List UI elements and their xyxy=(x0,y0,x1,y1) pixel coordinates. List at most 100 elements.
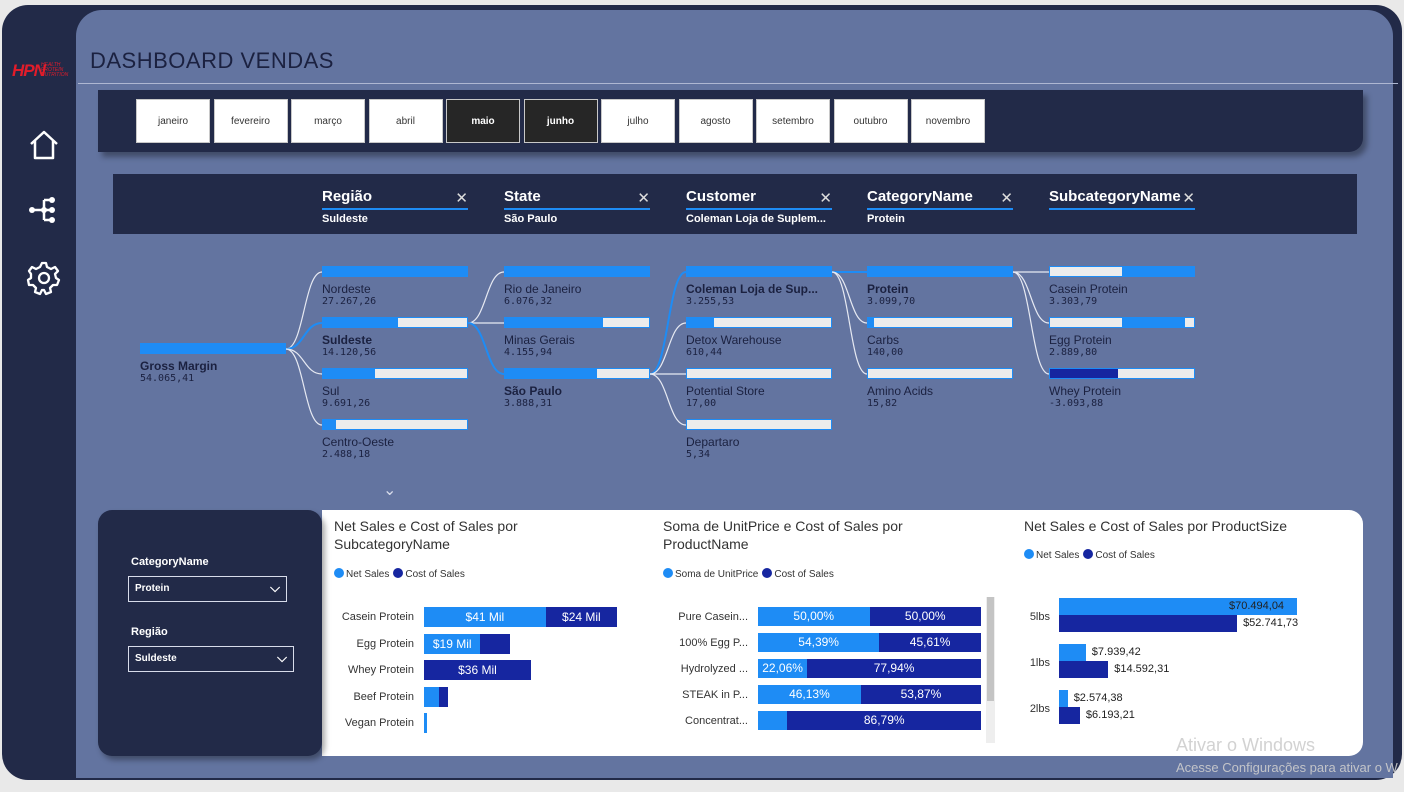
bar-unit-price[interactable] xyxy=(758,659,808,678)
close-icon[interactable]: ✕ xyxy=(819,189,832,207)
scrollbar[interactable] xyxy=(986,597,995,743)
tree-node[interactable]: Minas Gerais 4.155,94 xyxy=(504,317,650,358)
tree-node-bar xyxy=(867,368,1013,379)
legend-dot-cost xyxy=(1083,549,1094,559)
bar-cost-of-sales[interactable] xyxy=(869,607,981,626)
bar-net-sales[interactable] xyxy=(1059,644,1086,661)
bar-cost-of-sales[interactable] xyxy=(424,660,531,680)
tree-node-label: Centro-Oeste xyxy=(322,435,395,449)
tree-node-label: Carbs xyxy=(867,333,900,347)
tree-node-bar xyxy=(322,368,468,379)
gear-icon[interactable] xyxy=(26,260,62,296)
tree-node[interactable]: Detox Warehouse 610,44 xyxy=(686,317,832,358)
tree-level-CategoryName[interactable]: CategoryName ✕ Protein xyxy=(867,188,1013,225)
tree-node[interactable]: Gross Margin 54.065,41 xyxy=(140,343,286,384)
windows-activation-title: Ativar o Windows xyxy=(1176,735,1316,755)
tree-node-fill xyxy=(323,369,375,378)
tree-node[interactable]: Coleman Loja de Sup... 3.255,53 xyxy=(686,266,832,307)
tree-node-bar xyxy=(686,317,832,328)
tree-node-fill xyxy=(687,318,715,327)
filter-dropdown-Região[interactable]: Suldeste ⌵ xyxy=(128,646,294,672)
tree-level-State[interactable]: State ✕ São Paulo xyxy=(504,188,650,225)
tree-level-Região[interactable]: Região ✕ Suldeste xyxy=(322,188,468,225)
bar-unit-price[interactable] xyxy=(758,633,880,652)
close-icon[interactable]: ✕ xyxy=(637,189,650,207)
tree-node-fill xyxy=(505,267,649,276)
tree-node-value: 4.155,94 xyxy=(504,347,553,358)
tree-node[interactable]: Whey Protein -3.093,88 xyxy=(1049,368,1195,409)
tree-node[interactable]: Sul 9.691,26 xyxy=(322,368,468,409)
tree-node-label: Detox Warehouse xyxy=(686,333,782,347)
close-icon[interactable]: ✕ xyxy=(455,189,468,207)
bar-cost-of-sales[interactable] xyxy=(1059,615,1238,632)
bar-net-sales[interactable] xyxy=(424,633,481,654)
decomposition-tree-icon[interactable] xyxy=(26,192,62,228)
tree-node[interactable]: Suldeste 14.120,56 xyxy=(322,317,468,358)
tree-level-underline xyxy=(504,208,650,210)
bar-net-sales[interactable] xyxy=(424,607,546,627)
close-icon[interactable]: ✕ xyxy=(1182,189,1195,207)
tree-node[interactable]: Protein 3.099,70 xyxy=(867,266,1013,307)
bar-cost-of-sales[interactable] xyxy=(879,633,981,652)
month-button-janeiro[interactable]: janeiro xyxy=(136,99,210,143)
month-button-março[interactable]: março xyxy=(291,99,365,143)
bar-unit-price[interactable] xyxy=(758,607,870,626)
bar-cost-of-sales[interactable] xyxy=(807,659,981,678)
tree-node[interactable]: São Paulo 3.888,31 xyxy=(504,368,650,409)
chart-category-label: 5lbs xyxy=(1029,611,1050,623)
chart-category-label: Pure Casein... xyxy=(678,611,748,623)
bar-cost-of-sales[interactable] xyxy=(480,633,511,654)
bar-net-sales[interactable] xyxy=(424,686,439,707)
home-icon[interactable] xyxy=(26,127,62,163)
tree-node-bar xyxy=(686,419,832,430)
bar-cost-of-sales[interactable] xyxy=(1059,707,1080,724)
bar-net-sales[interactable] xyxy=(1059,690,1068,707)
tree-node[interactable]: Casein Protein 3.303,79 xyxy=(1049,266,1195,307)
tree-node-value: 3.303,79 xyxy=(1049,296,1098,307)
month-button-fevereiro[interactable]: fevereiro xyxy=(213,99,288,143)
tree-node-value: 3.255,53 xyxy=(686,296,735,307)
tree-node[interactable]: Carbs 140,00 xyxy=(867,317,1013,358)
month-button-setembro[interactable]: setembro xyxy=(756,99,830,143)
tree-level-underline xyxy=(1049,208,1195,210)
bar-cost-of-sales[interactable] xyxy=(860,685,981,704)
bar-unit-price[interactable] xyxy=(758,711,788,730)
tree-node[interactable]: Rio de Janeiro 6.076,32 xyxy=(504,266,650,307)
month-button-outubro[interactable]: outubro xyxy=(833,99,908,143)
tree-node[interactable]: Egg Protein 2.889,80 xyxy=(1049,317,1195,358)
month-button-agosto[interactable]: agosto xyxy=(678,99,753,143)
tree-node[interactable]: Potential Store 17,00 xyxy=(686,368,832,409)
chevron-down-icon: ⌵ xyxy=(270,580,280,595)
filter-dropdown-value: Protein xyxy=(135,583,170,594)
tree-node-label: Protein xyxy=(867,282,909,296)
bar-unit-price[interactable] xyxy=(758,685,861,704)
bar-cost-of-sales[interactable] xyxy=(1059,661,1109,678)
tree-level-SubcategoryName[interactable]: SubcategoryName ✕ xyxy=(1049,188,1195,213)
month-button-abril[interactable]: abril xyxy=(368,99,443,143)
bar-cost-of-sales[interactable] xyxy=(545,607,617,627)
close-icon[interactable]: ✕ xyxy=(1000,189,1013,207)
bar-data-label: 50,00% xyxy=(793,609,835,623)
tree-node-value: 27.267,26 xyxy=(322,296,377,307)
filter-dropdown-CategoryName[interactable]: Protein ⌵ xyxy=(128,576,287,602)
tree-node-value: 3.099,70 xyxy=(867,296,916,307)
bar-cost-of-sales[interactable] xyxy=(438,686,448,707)
title-divider xyxy=(78,83,1398,84)
tree-node[interactable]: Departaro 5,34 xyxy=(686,419,832,460)
month-button-novembro[interactable]: novembro xyxy=(911,99,985,143)
tree-node[interactable]: Centro-Oeste 2.488,18 xyxy=(322,419,468,460)
tree-node-bar xyxy=(867,266,1013,277)
scrollbar-thumb[interactable] xyxy=(987,597,994,701)
tree-node[interactable]: Nordeste 27.267,26 xyxy=(322,266,468,307)
month-button-julho[interactable]: julho xyxy=(601,99,675,143)
month-button-maio[interactable]: maio xyxy=(446,99,520,143)
tree-node[interactable]: Amino Acids 15,82 xyxy=(867,368,1013,409)
bar-net-sales[interactable] xyxy=(1059,598,1297,615)
chevron-down-icon[interactable]: ⌄ xyxy=(383,480,397,499)
bar-net-sales[interactable] xyxy=(424,713,427,733)
tree-node-bar xyxy=(867,317,1013,328)
tree-level-Customer[interactable]: Customer ✕ Coleman Loja de Suplem... xyxy=(686,188,832,225)
bar-cost-of-sales[interactable] xyxy=(787,711,981,730)
bar-data-label: $2.574,38 xyxy=(1073,692,1123,704)
month-button-junho[interactable]: junho xyxy=(523,99,598,143)
